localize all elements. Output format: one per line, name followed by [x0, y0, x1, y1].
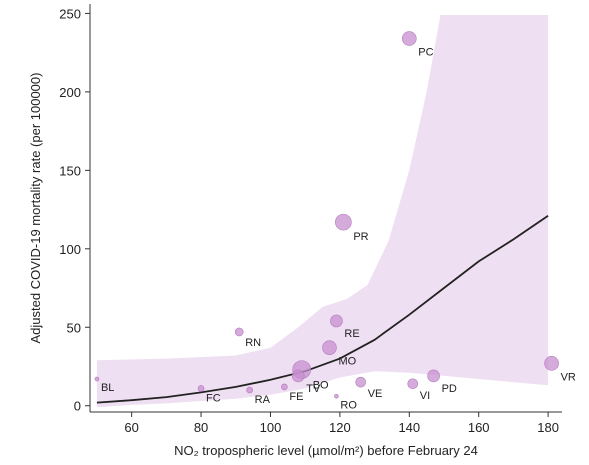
x-tick-label-160: 160 [468, 420, 490, 435]
point-label-vr: VR [561, 371, 576, 383]
point-label-bl: BL [101, 382, 114, 394]
x-tick-label-140: 140 [398, 420, 420, 435]
point-label-rn: RN [245, 337, 261, 349]
data-point-fc [197, 385, 205, 392]
data-point-ro [334, 394, 339, 399]
data-point-fe [281, 383, 288, 391]
point-label-ro: RO [340, 399, 357, 411]
confidence-band-layer [96, 15, 549, 408]
y-tick-label-50: 50 [67, 320, 81, 335]
point-label-pd: PD [442, 383, 457, 395]
data-point-re [330, 314, 343, 328]
point-label-bo: BO [313, 380, 329, 392]
x-tick-label-180: 180 [537, 420, 559, 435]
x-tick-label-120: 120 [329, 420, 351, 435]
y-tick-label-100: 100 [59, 242, 81, 257]
data-point-mo [322, 340, 337, 355]
data-point-pc [401, 31, 417, 46]
fit-curve [96, 215, 549, 404]
y-tick-label-150: 150 [59, 163, 81, 178]
point-label-tv: TV [306, 383, 321, 395]
x-tick-label-60: 60 [124, 420, 138, 435]
point-label-re: RE [344, 328, 359, 340]
data-point-pd [427, 369, 440, 383]
x-tick-label-100: 100 [260, 420, 282, 435]
y-tick-label-200: 200 [59, 85, 81, 100]
data-points-layer [94, 31, 559, 399]
data-point-tv [291, 369, 305, 383]
x-tick-label-80: 80 [194, 420, 208, 435]
data-point-vr [544, 356, 559, 371]
data-point-ra [246, 386, 253, 394]
y-tick-label-250: 250 [59, 6, 81, 21]
confidence-band [96, 15, 549, 408]
point-label-ra: RA [255, 394, 271, 406]
point-label-mo: MO [338, 356, 356, 368]
point-label-ve: VE [368, 388, 383, 400]
point-label-fe: FE [289, 391, 303, 403]
x-axis-title: NO₂ tropospheric level (µmol/m²) before … [174, 443, 478, 458]
point-label-pr: PR [353, 231, 368, 243]
data-point-ve [355, 376, 367, 388]
y-tick-label-0: 0 [74, 399, 81, 414]
data-point-pr [335, 213, 352, 231]
fit-curve-layer [96, 215, 549, 404]
point-label-vi: VI [420, 390, 430, 402]
point-label-fc: FC [206, 392, 221, 404]
data-point-vi [407, 378, 419, 390]
point-label-pc: PC [418, 47, 433, 59]
y-axis-title: Adjusted COVID-19 mortality rate (per 10… [28, 73, 43, 344]
data-point-bl [94, 376, 100, 382]
data-point-rn [234, 327, 244, 337]
axes-layer: 60 80 100 120 140 160 180 0 50 100 150 200 250 [59, 4, 562, 435]
